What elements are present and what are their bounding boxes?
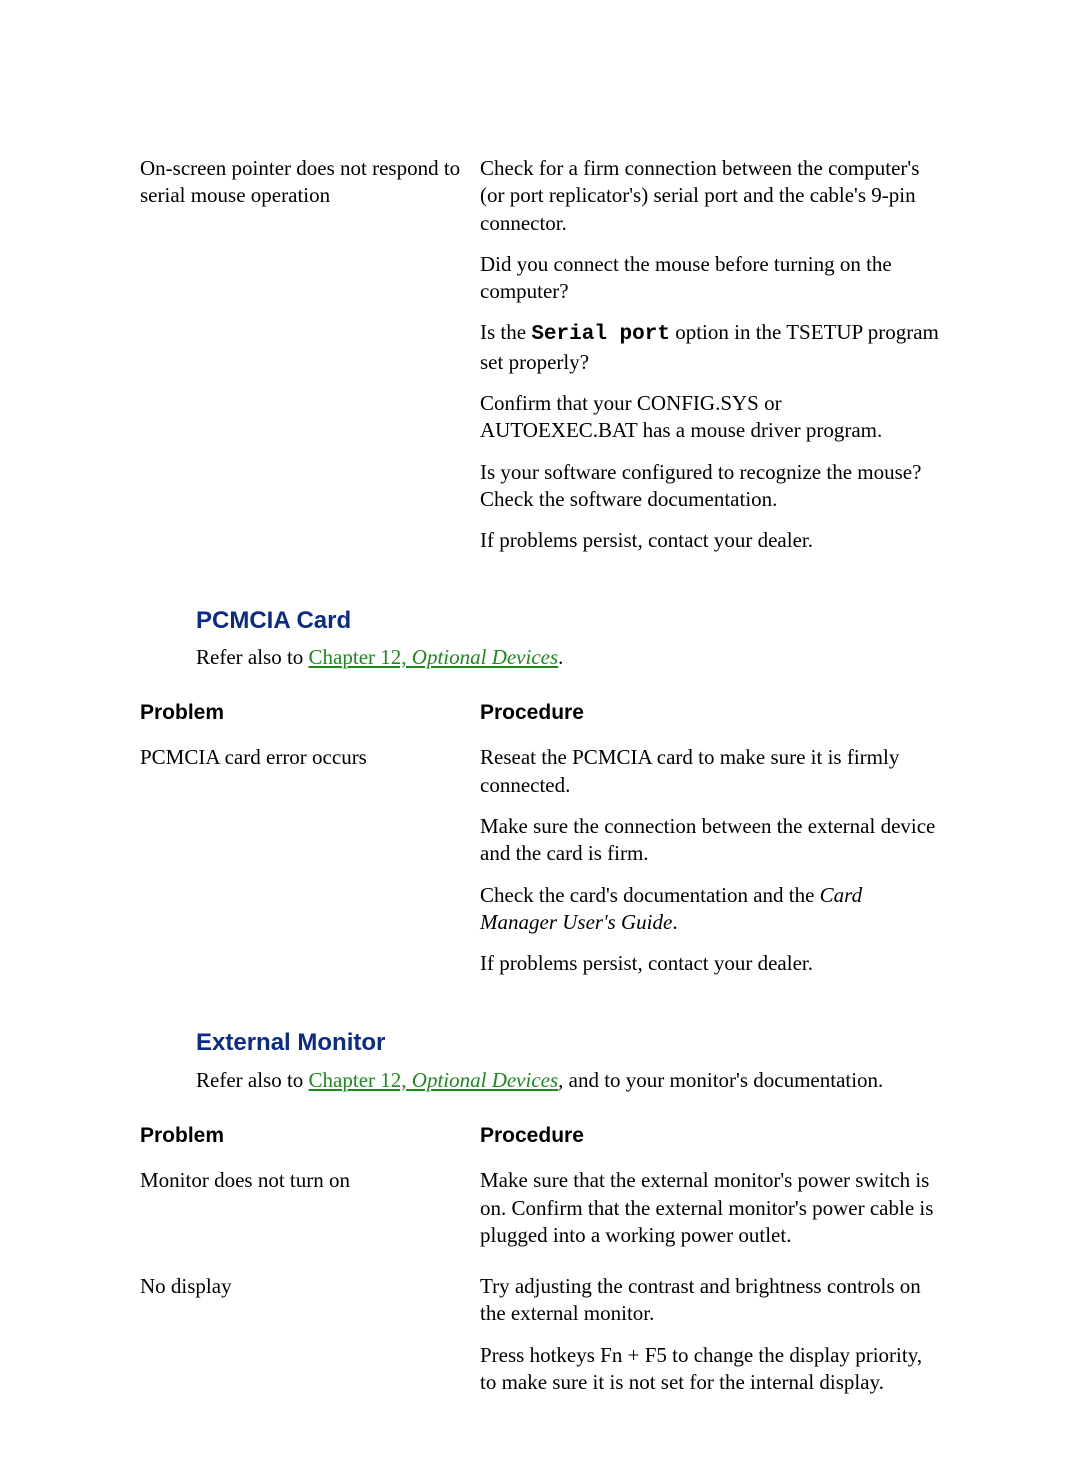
problem-text: Monitor does not turn on [140, 1167, 465, 1194]
procedure-step: If problems persist, contact your dealer… [480, 527, 940, 554]
procedure-cell: Reseat the PCMCIA card to make sure it i… [480, 744, 940, 991]
link-text-plain: Chapter 12, [309, 1068, 412, 1092]
code-text: Serial port [531, 323, 670, 346]
column-header-procedure: Procedure [480, 699, 940, 726]
problem-cell: PCMCIA card error occurs [140, 744, 480, 991]
refer-line-pcmcia: Refer also to Chapter 12, Optional Devic… [196, 644, 940, 671]
procedure-step: Is your software configured to recognize… [480, 459, 940, 514]
problem-text: On-screen pointer does not respond to se… [140, 155, 465, 210]
procedure-step: Check the card's documentation and the C… [480, 882, 940, 937]
refer-pre: Refer also to [196, 1068, 309, 1092]
procedure-step: Check for a firm connection between the … [480, 155, 940, 237]
link-text-italic: Optional Devices [412, 645, 558, 669]
monitor-row-2: No display Try adjusting the contrast an… [140, 1273, 940, 1410]
chapter-link[interactable]: Chapter 12, Optional Devices [309, 1068, 559, 1092]
procedure-step: Try adjusting the contrast and brightnes… [480, 1273, 940, 1328]
procedure-cell: Try adjusting the contrast and brightnes… [480, 1273, 940, 1410]
procedure-step: Is the Serial port option in the TSETUP … [480, 319, 940, 376]
refer-post: . [558, 645, 563, 669]
procedure-cell: Make sure that the external monitor's po… [480, 1167, 940, 1263]
column-header-problem: Problem [140, 1122, 465, 1149]
procedure-step: Confirm that your CONFIG.SYS or AUTOEXEC… [480, 390, 940, 445]
pcmcia-row: PCMCIA card error occurs Reseat the PCMC… [140, 744, 940, 991]
link-text-italic: Optional Devices [412, 1068, 558, 1092]
step-text-pre: Is the [480, 320, 531, 344]
section-heading-monitor: External Monitor [196, 1027, 940, 1058]
monitor-header-row: Problem Procedure [140, 1122, 940, 1157]
monitor-row-1: Monitor does not turn on Make sure that … [140, 1167, 940, 1263]
procedure-step: If problems persist, contact your dealer… [480, 950, 940, 977]
problem-cell: Monitor does not turn on [140, 1167, 480, 1263]
chapter-link[interactable]: Chapter 12, Optional Devices [309, 645, 559, 669]
step-text-pre: Check the card's documentation and the [480, 883, 820, 907]
pcmcia-header-row: Problem Procedure [140, 699, 940, 734]
section-heading-pcmcia: PCMCIA Card [196, 605, 940, 636]
procedure-step: Did you connect the mouse before turning… [480, 251, 940, 306]
procedure-step: Press hotkeys Fn + F5 to change the disp… [480, 1342, 940, 1397]
refer-pre: Refer also to [196, 645, 309, 669]
procedure-step: Reseat the PCMCIA card to make sure it i… [480, 744, 940, 799]
procedure-cell: Check for a firm connection between the … [480, 155, 940, 569]
serial-mouse-row: On-screen pointer does not respond to se… [140, 155, 940, 569]
link-text-plain: Chapter 12, [309, 645, 412, 669]
column-header-problem: Problem [140, 699, 465, 726]
problem-cell: No display [140, 1273, 480, 1410]
problem-text: PCMCIA card error occurs [140, 744, 465, 771]
document-page: On-screen pointer does not respond to se… [0, 0, 1080, 1480]
refer-line-monitor: Refer also to Chapter 12, Optional Devic… [196, 1067, 940, 1094]
procedure-step: Make sure that the external monitor's po… [480, 1167, 940, 1249]
problem-cell: On-screen pointer does not respond to se… [140, 155, 480, 569]
problem-text: No display [140, 1273, 465, 1300]
step-text-post: . [672, 910, 677, 934]
refer-post: and to your monitor's documentation. [563, 1068, 883, 1092]
procedure-step: Make sure the connection between the ext… [480, 813, 940, 868]
column-header-procedure: Procedure [480, 1122, 940, 1149]
